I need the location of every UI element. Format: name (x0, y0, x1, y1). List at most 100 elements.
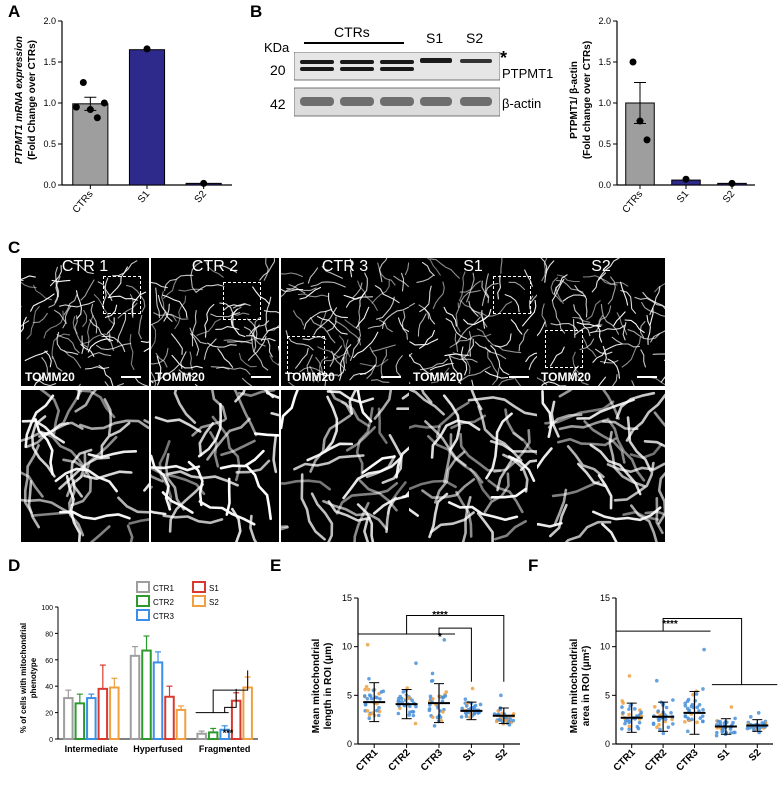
e-point-CTR1 (370, 711, 375, 715)
e-point-CTR2 (400, 700, 404, 704)
e-point-S1 (470, 686, 475, 691)
d-bar-CTR1-Fragmented (196, 732, 207, 741)
e-point-S1 (464, 714, 469, 719)
blot-mw-42: 42 (270, 96, 286, 112)
b-ytick-label-3: 1.5 (598, 57, 611, 67)
panel-d-ylabel-2: phenotype (29, 657, 38, 698)
e-ytick-label-2: 10 (342, 642, 352, 652)
e-point-CTR3 (444, 690, 449, 694)
e-point-CTR1 (365, 709, 370, 713)
e-point-CTR1 (369, 696, 374, 701)
b-xlabel-S1: S1 (675, 189, 692, 206)
f-point-CTR1 (627, 707, 631, 711)
legend-swatch-ctr1 (136, 581, 150, 593)
a-point-CTRs-0 (72, 103, 80, 111)
mitochondria-network-image (409, 390, 537, 542)
e-point-CTR1 (376, 713, 381, 718)
f-point-CTR3 (689, 704, 694, 709)
micrograph-zoom-3 (281, 390, 409, 542)
panel-d-sig-1: *** (223, 728, 234, 738)
e-point-CTR2 (397, 699, 401, 704)
f-point-S2 (748, 715, 753, 719)
e-point-S2 (499, 693, 503, 698)
e-point-CTR1 (364, 684, 369, 689)
f-point-CTR3 (685, 729, 690, 734)
panel-label-e: E (270, 556, 282, 575)
f-point-CTR2 (671, 722, 675, 726)
e-point-CTR1 (367, 677, 371, 681)
e-point-CTR2 (407, 704, 412, 709)
f-point-CTR3 (683, 720, 687, 724)
e-point-S1 (472, 712, 476, 716)
mitochondria-network-image (151, 258, 279, 386)
f-point-CTR2 (656, 709, 661, 713)
e-point-CTR2 (410, 709, 415, 714)
e-point-CTR3 (429, 679, 434, 683)
e-point-CTR1 (367, 716, 372, 721)
e-point-CTR3 (432, 724, 437, 728)
f-ytick-label-2: 10 (600, 642, 610, 652)
a-ytick-label-1: 0.5 (43, 139, 56, 149)
f-point-S1 (729, 705, 734, 709)
a-point-S1-0 (143, 45, 151, 53)
f-point-CTR1 (627, 674, 632, 678)
e-point-S1 (478, 702, 483, 707)
f-point-CTR3 (697, 709, 701, 713)
panel-f-ylabel-2: area in ROI (μm²) (581, 646, 592, 727)
f-point-CTR3 (695, 705, 700, 710)
panel-label-c: C (8, 238, 21, 257)
b-ytick-label-1: 0.5 (598, 139, 611, 149)
e-point-S2 (494, 719, 499, 724)
blot-s2-label: S2 (466, 30, 484, 46)
micrograph-title-1: CTR 1 (61, 258, 109, 275)
f-point-CTR3 (697, 703, 702, 707)
e-point-CTR3 (439, 718, 444, 723)
blot-actin-label: β-actin (502, 96, 542, 111)
f-point-CTR3 (695, 720, 699, 725)
f-xlabel-S1: S1 (716, 747, 733, 764)
d-ytick-label-2: 40 (45, 684, 53, 691)
e-point-CTR1 (367, 713, 372, 717)
b-ytick-label-0: 0.0 (598, 180, 611, 190)
a-ytick-label-4: 2.0 (43, 16, 56, 26)
e-point-CTR2 (413, 721, 418, 726)
zoom-region-box (103, 276, 141, 314)
legend-ctr1: CTR1 (153, 584, 174, 593)
a-bar-CTRs (72, 103, 109, 186)
panel-e-chart: 0 5 10 15 CTR1 CTR2 CTR3 S1 S2 Mean mitochondria… (311, 593, 520, 774)
f-point-CTR2 (664, 705, 669, 710)
f-point-CTR1 (627, 724, 632, 729)
f-point-CTR3 (701, 707, 705, 712)
d-bar-CTR2-Fragmented (207, 731, 219, 740)
b-ytick-label-2: 1.0 (598, 98, 611, 108)
f-point-CTR2 (652, 705, 657, 709)
panel-e-ylabel-1: Mean mitochondrial (311, 639, 322, 734)
mitochondria-network-image (151, 390, 279, 542)
a-xlabel-S1: S1 (136, 189, 153, 206)
e-bracket-sig-2 (438, 627, 472, 682)
a-ytick-label-0: 0.0 (43, 180, 56, 190)
f-point-CTR2 (662, 712, 667, 717)
e-point-CTR2 (411, 713, 416, 718)
e-bracket-sig-1 (406, 615, 505, 682)
e-point-S2 (500, 711, 505, 716)
e-point-CTR3 (435, 715, 440, 720)
d-xlabel-Intermediate: Intermediate (65, 744, 119, 754)
b-point-S1-0 (682, 175, 690, 183)
f-point-CTR1 (621, 710, 625, 715)
panel-d-sig-2: * (226, 747, 230, 757)
b-ytick-label-4: 2.0 (598, 16, 611, 26)
e-point-CTR1 (375, 708, 379, 713)
f-point-CTR1 (637, 720, 642, 725)
micrograph-stain-label-5: TOMM20 (541, 370, 591, 384)
micrograph-title-2: CTR 2 (191, 258, 239, 275)
f-point-CTR2 (661, 731, 666, 736)
panel-f-ylabel-1: Mean mitochondrial (569, 639, 580, 734)
d-bar-S1-Hyperfused (164, 695, 175, 740)
f-xlabel-CTR3: CTR3 (674, 747, 701, 774)
panel-label-b: B (250, 2, 263, 21)
f-point-CTR3 (700, 714, 705, 718)
panel-d-legend: CTR1 S1 CTR2 S2 CTR3 (136, 581, 219, 621)
blot-ctrs-line (304, 42, 404, 44)
